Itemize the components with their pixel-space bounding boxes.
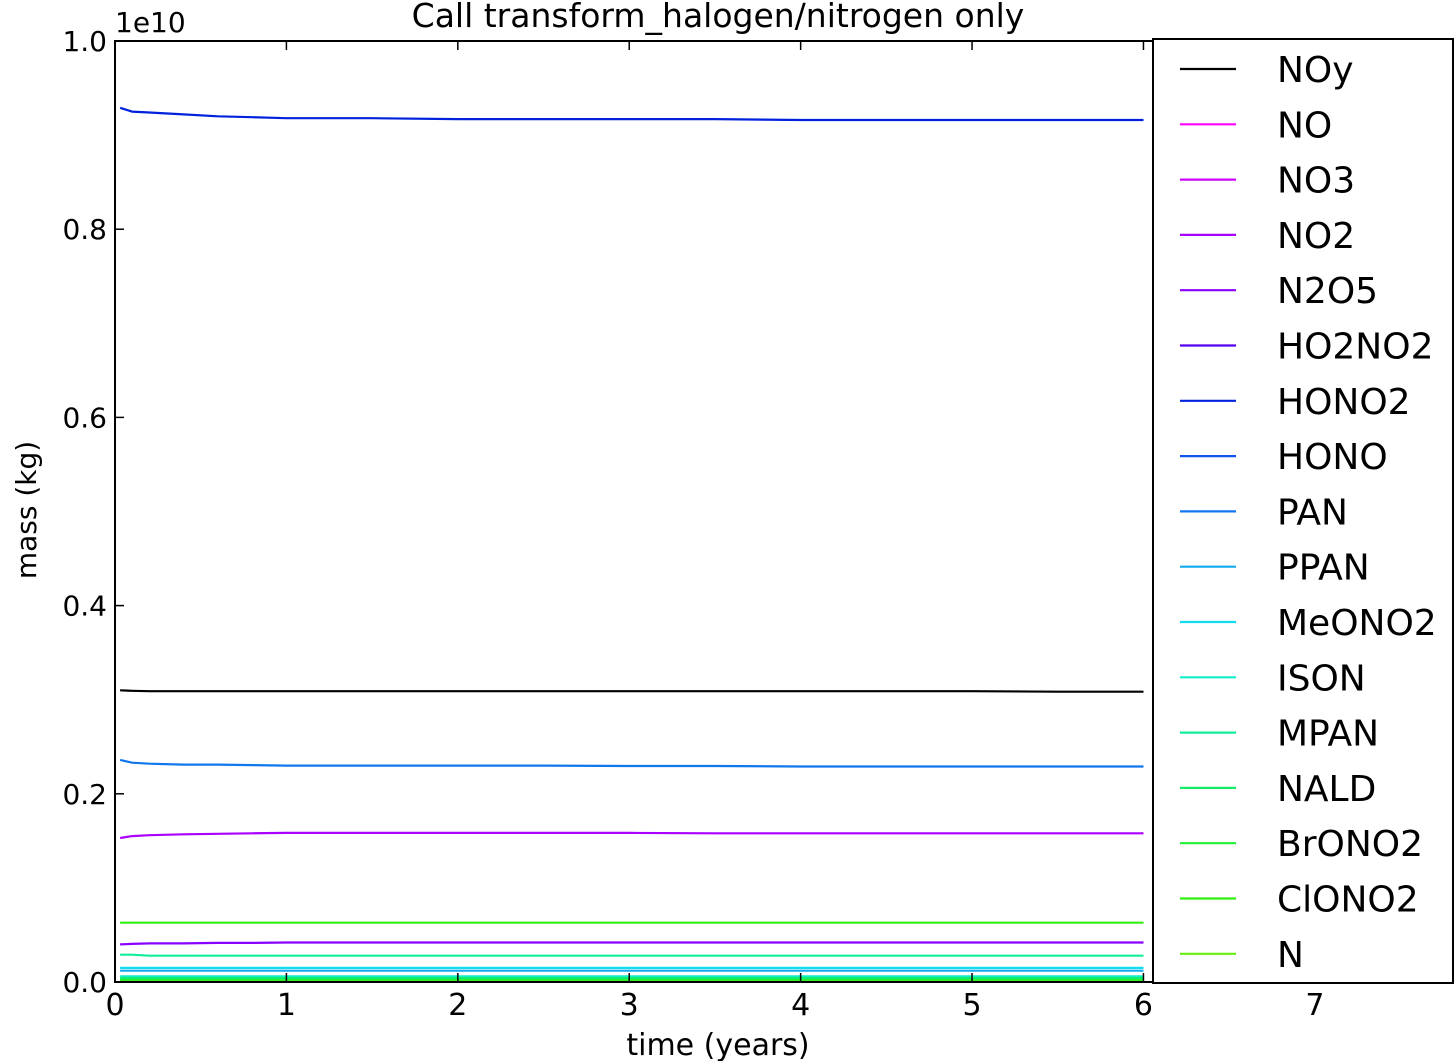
legend-label: NO3 [1277,161,1355,202]
legend-label: NO2 [1277,216,1355,257]
y-tick-label: 1.0 [62,25,107,58]
chart-title: Call transform_halogen/nitrogen only [412,0,1025,35]
series-line-n2o5 [120,941,1144,946]
x-tick-label: 5 [963,988,982,1023]
x-tick-label: 1 [277,988,296,1023]
x-axis-label: time (years) [626,1028,809,1061]
y-tick-label: 0.4 [62,590,107,623]
x-tick-label: 2 [448,988,467,1023]
y-tick-label: 0.8 [62,213,107,246]
legend: NOy NO NO3 NO2 N2O5 HO2NO2 HONO2 HONO PAN PPAN MeO… [1152,38,1454,984]
legend-label: PAN [1277,492,1348,533]
y-tick-label: 0.0 [62,966,107,999]
legend-label: N [1277,935,1304,976]
series-line-pan [119,758,1144,768]
y-tick-label: 0.2 [62,778,107,811]
x-tick-label: 6 [1134,988,1153,1023]
y-axis-label: mass (kg) [10,441,43,579]
legend-label: MPAN [1277,714,1379,755]
legend-label: ISON [1277,658,1366,699]
legend-label: NO [1277,105,1332,146]
series-line-hono2 [119,106,1144,122]
y-tick-label: 0.6 [62,401,107,434]
legend-label: ClONO2 [1277,880,1419,921]
x-tick-label: 4 [791,988,810,1023]
x-tick-label: 3 [620,988,639,1023]
x-tick-label: 0 [105,988,124,1023]
legend-label: NOy [1277,50,1354,91]
legend-label: HO2NO2 [1277,327,1433,368]
legend-label: BrONO2 [1277,824,1423,865]
series-line-noy [120,689,1144,693]
series-line-no2 [119,831,1144,840]
legend-label: NALD [1277,769,1376,810]
legend-label: HONO2 [1277,382,1411,423]
y-axis: 0.0 0.2 0.4 0.6 0.8 1.0 [62,25,1452,999]
legend-label: PPAN [1277,548,1370,589]
legend-label: MeONO2 [1277,603,1437,644]
y-offset-label: 1e10 [115,6,186,39]
x-tick-label: 7 [1305,988,1324,1023]
series-line-mpan [120,953,1144,957]
legend-label: HONO [1277,437,1388,478]
legend-label: N2O5 [1277,271,1378,312]
x-axis: 0 1 2 3 4 5 6 7 [105,41,1324,1023]
